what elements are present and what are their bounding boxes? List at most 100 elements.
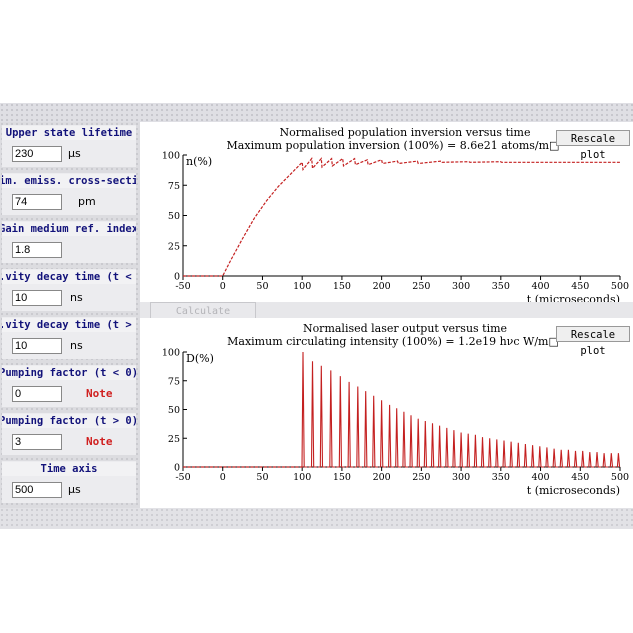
calculate-button[interactable]: Calculate [150,302,256,319]
y-axis-label: D(%) [186,352,214,365]
laser-pulse-peak [438,425,442,468]
y-tick-label: 0 [174,272,180,283]
chart-subtitle: Maximum population inversion (100%) = 8.… [227,139,560,152]
x-axis-label: t (microseconds) [527,293,620,302]
laser-pulse-peak [445,427,449,468]
time-axis-label: Time axis [2,462,136,476]
x-tick-label: 300 [452,281,470,292]
decay-after-label: .vity decay time (t > ( [2,318,136,332]
laser-pulse-peak [581,450,585,468]
upper-lifetime-input[interactable] [12,146,62,162]
x-tick-label: 100 [293,281,311,292]
laser-pulse-peak [588,452,592,468]
laser-pulse-peak [538,446,542,468]
laser-pulse-peak [502,440,506,468]
laser-pulse-peak [595,452,599,468]
pump-after-note-link[interactable]: Note [86,435,113,448]
laser-pulse-peak [364,391,368,468]
laser-pulse-peak [609,453,614,468]
x-tick-label: 250 [412,472,430,483]
panel-cross-section: im. emiss. cross-secti pm [2,173,136,215]
laser-pulse-peak [380,400,384,468]
x-tick-label: 450 [571,472,589,483]
x-tick-label: 50 [256,281,268,292]
laser-pulse-peak [459,432,463,468]
y-tick-label: 100 [162,348,180,359]
y-tick-label: 25 [168,241,180,252]
laser-pulse-peak [473,434,478,468]
chart-subtitle: Maximum circulating intensity (100%) = 1… [227,335,559,348]
laser-pulse-peak [602,453,606,468]
upper-lifetime-unit: µs [68,147,81,160]
decay-before-input[interactable] [12,290,62,306]
decay-after-input[interactable] [12,338,62,354]
parameter-sidebar: Upper state lifetime µs im. emiss. cross… [0,122,140,508]
x-tick-label: 500 [611,472,629,483]
pump-after-label: Pumping factor (t > 0) [2,414,136,428]
top-strip [0,103,633,122]
laser-pulse-peak [416,418,420,468]
pump-before-note-link[interactable]: Note [86,387,113,400]
laser-pulse-peak [559,449,563,468]
time-axis-input[interactable] [12,482,62,498]
y-tick-label: 50 [168,211,180,222]
laser-pulse-peak [310,361,315,468]
y-tick-label: 25 [168,434,180,445]
laser-pulse-peak [566,449,571,468]
y-tick-label: 100 [162,151,180,162]
laser-pulse-peak [452,430,456,468]
x-tick-label: -50 [175,472,190,483]
inversion-plot-panel: Normalised population inversion versus t… [140,122,633,306]
laser-pulse-peak [402,411,406,468]
x-tick-label: 150 [333,281,351,292]
panel-time-axis: Time axis µs [2,461,136,503]
rescale-plot-button-bottom[interactable]: Rescale plot [556,326,630,357]
chart-title: Normalised population inversion versus t… [280,126,531,139]
laser-pulse-peak [329,370,333,468]
laser-pulse-peak [552,448,556,468]
x-tick-label: 200 [373,281,391,292]
pump-after-input[interactable] [12,434,62,450]
laser-pulse-peak [372,395,376,468]
panel-pump-after: Pumping factor (t > 0) Note [2,413,136,455]
x-tick-label: 0 [220,472,226,483]
x-tick-label: 150 [333,472,351,483]
laser-pulse-peak [616,453,621,468]
laser-pulse-peak [319,365,324,468]
laser-pulse-peak [531,445,535,468]
laser-pulse-peak [509,441,513,468]
laser-pulse-peak [430,423,435,468]
laser-pulse-peak [516,442,521,468]
ref-index-input[interactable] [12,242,62,258]
y-tick-label: 75 [168,181,180,192]
laser-output-chart: Normalised laser output versus timeMaxim… [162,322,629,497]
x-tick-label: 350 [492,281,510,292]
x-tick-label: 0 [220,281,226,292]
laser-pulse-peak [488,438,492,468]
laser-output-plot-panel: Normalised laser output versus time Maxim… [140,318,633,508]
x-tick-label: 200 [373,472,391,483]
laser-pulse-peak [388,404,392,468]
cross-section-unit: pm [78,195,96,208]
laser-pulse-peak [356,386,360,468]
applet: Upper state lifetime µs im. emiss. cross… [0,103,633,529]
laser-pulse-peak [466,433,470,468]
pump-before-input[interactable] [12,386,62,402]
x-tick-label: 400 [531,281,549,292]
laser-pulse-peak [347,381,351,468]
laser-pulse-peak [301,351,305,468]
laser-pulse-peak [495,439,499,468]
y-tick-label: 75 [168,376,180,387]
y-tick-label: 50 [168,405,180,416]
x-tick-label: 500 [611,281,629,292]
laser-pulse-peak [395,408,399,468]
laser-pulse-peak [545,447,549,468]
panel-pump-before: Pumping factor (t < 0) Note [2,365,136,407]
panel-decay-before: .vity decay time (t < ( ns [2,269,136,311]
laser-pulse-peak [423,420,428,468]
cross-section-input[interactable] [12,194,62,210]
laser-pulse-peak [480,437,485,468]
rescale-plot-button-top[interactable]: Rescale plot [556,130,630,161]
laser-pulse-peak [338,376,343,468]
laser-pulse-peak [523,443,528,468]
